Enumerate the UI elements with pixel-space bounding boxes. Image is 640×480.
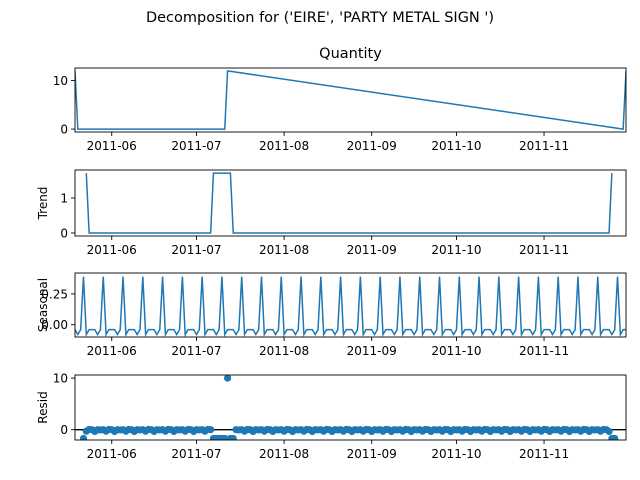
x-tick-label: 2011-06 bbox=[87, 139, 137, 153]
resid-point bbox=[207, 426, 215, 434]
y-tick-label: 10 bbox=[53, 74, 68, 88]
resid-point bbox=[611, 434, 619, 440]
resid-point bbox=[79, 434, 88, 440]
axes-frame-trend bbox=[74, 169, 627, 237]
y-tick-label: 10 bbox=[53, 372, 68, 386]
x-tick-label: 2011-11 bbox=[519, 344, 569, 358]
y-tick-label: 0.00 bbox=[41, 318, 68, 332]
series-line-trend bbox=[85, 172, 613, 234]
x-tick-label: 2011-10 bbox=[431, 344, 481, 358]
x-tick-label: 2011-11 bbox=[519, 447, 569, 461]
x-tick-label: 2011-08 bbox=[259, 344, 309, 358]
y-tick-label: 0.25 bbox=[41, 287, 68, 301]
plot-area-resid bbox=[75, 375, 626, 440]
resid-point bbox=[229, 434, 237, 440]
x-tick-label: 2011-10 bbox=[431, 447, 481, 461]
x-tick-label: 2011-07 bbox=[171, 344, 221, 358]
series-line-seasonal bbox=[75, 276, 626, 337]
panel-title: Quantity bbox=[319, 46, 382, 62]
y-tick-label: 0 bbox=[60, 123, 68, 137]
y-axis-label: Resid bbox=[36, 391, 50, 423]
y-tick-label: 0 bbox=[60, 423, 68, 437]
figure-suptitle: Decomposition for ('EIRE', 'PARTY METAL … bbox=[146, 10, 494, 26]
plot-area-trend bbox=[85, 172, 613, 234]
x-tick-label: 2011-09 bbox=[347, 243, 397, 257]
axes-frame-seasonal bbox=[74, 272, 627, 338]
axes-frame-resid bbox=[74, 374, 627, 441]
plot-area-observed bbox=[75, 70, 626, 130]
x-tick-label: 2011-06 bbox=[87, 243, 137, 257]
x-tick-label: 2011-09 bbox=[347, 344, 397, 358]
axes-frame-observed bbox=[74, 67, 627, 133]
x-tick-label: 2011-07 bbox=[171, 447, 221, 461]
x-tick-label: 2011-10 bbox=[431, 243, 481, 257]
x-tick-label: 2011-06 bbox=[87, 447, 137, 461]
x-tick-label: 2011-07 bbox=[171, 139, 221, 153]
resid-point bbox=[221, 434, 229, 440]
plot-area-seasonal bbox=[75, 276, 626, 337]
x-tick-label: 2011-08 bbox=[259, 447, 309, 461]
resid-point bbox=[223, 375, 232, 382]
x-tick-label: 2011-11 bbox=[519, 243, 569, 257]
x-tick-label: 2011-09 bbox=[347, 447, 397, 461]
panel-observed: 2011-06 2011-07 2011-08 2011-09 2011-10 2011-… bbox=[53, 46, 627, 153]
panel-trend: 2011-06 2011-07 2011-08 2011-09 2011-10 2011-… bbox=[36, 169, 627, 257]
y-tick-label: 1 bbox=[60, 191, 68, 205]
x-tick-label: 2011-08 bbox=[259, 243, 309, 257]
x-tick-label: 2011-11 bbox=[519, 139, 569, 153]
x-tick-label: 2011-08 bbox=[259, 139, 309, 153]
panel-seasonal: 2011-06 2011-07 2011-08 2011-09 2011-10 2011-… bbox=[36, 272, 627, 358]
x-tick-label: 2011-07 bbox=[171, 243, 221, 257]
series-line-observed bbox=[75, 70, 626, 130]
y-axis-label: Seasonal bbox=[36, 278, 50, 332]
x-tick-label: 2011-09 bbox=[347, 139, 397, 153]
x-tick-label: 2011-10 bbox=[431, 139, 481, 153]
resid-point bbox=[605, 427, 613, 436]
panel-resid: 2011-06 2011-07 2011-08 2011-09 2011-10 2011-… bbox=[36, 372, 627, 461]
x-tick-label: 2011-06 bbox=[87, 344, 137, 358]
y-axis-label: Trend bbox=[36, 187, 50, 221]
y-tick-label: 0 bbox=[60, 226, 68, 240]
